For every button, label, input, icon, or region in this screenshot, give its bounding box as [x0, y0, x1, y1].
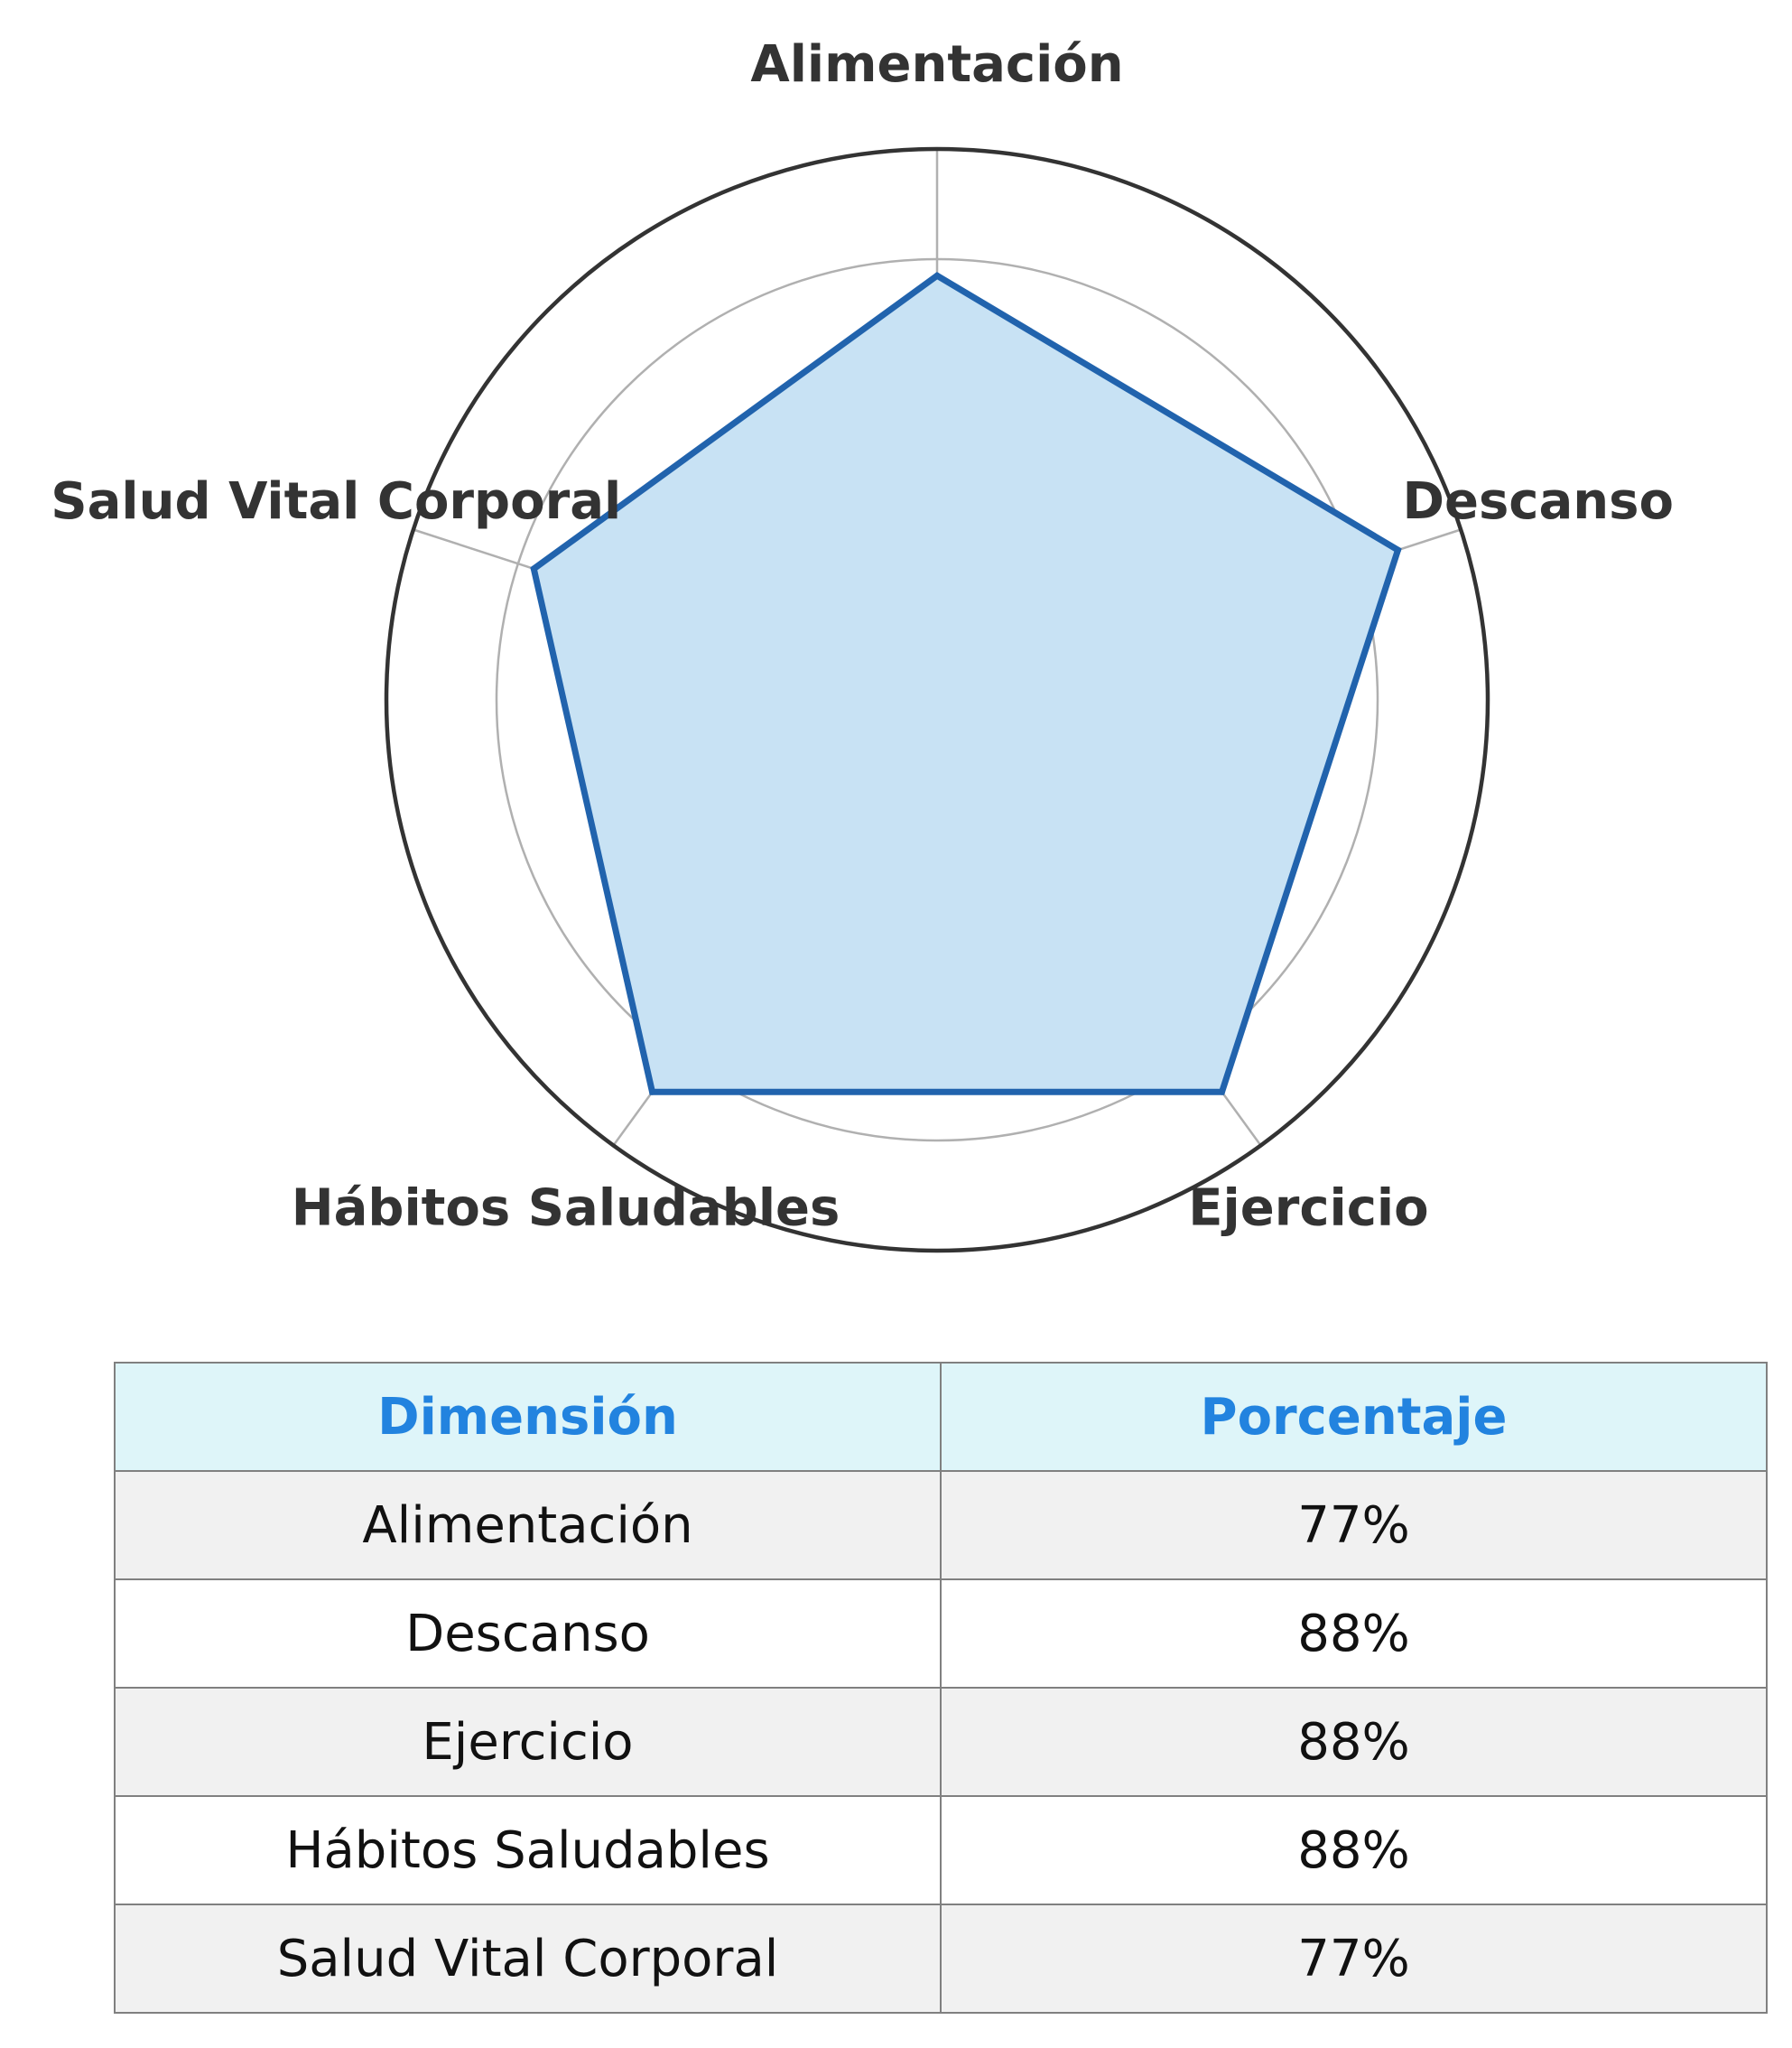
header-percentage: Porcentaje — [940, 1362, 1768, 1472]
axis-label: Salud Vital Corporal — [51, 472, 621, 531]
data-point — [1395, 546, 1402, 554]
cell-dimension: Salud Vital Corporal — [114, 1904, 942, 2014]
dimension-table: Dimensión Porcentaje Alimentación 77% De… — [114, 1362, 1768, 2014]
table-header-row: Dimensión Porcentaje — [114, 1362, 1768, 1472]
radar-chart: Alimentación Descanso Ejercicio Hábitos Sal… — [51, 35, 1674, 1253]
data-point — [1219, 1088, 1226, 1095]
data-point — [648, 1088, 655, 1095]
axis-label: Descanso — [1403, 472, 1674, 531]
cell-percentage: 88% — [940, 1578, 1768, 1689]
cell-percentage: 88% — [940, 1687, 1768, 1797]
table-row: Alimentación 77% — [114, 1470, 1768, 1580]
cell-percentage: 77% — [940, 1470, 1768, 1580]
table-row: Hábitos Saludables 88% — [114, 1795, 1768, 1905]
cell-dimension: Descanso — [114, 1578, 942, 1689]
cell-dimension: Hábitos Saludables — [114, 1795, 942, 1905]
data-point — [530, 565, 537, 573]
radar-axis-labels: Alimentación Descanso Ejercicio Hábitos Sal… — [51, 35, 1674, 1237]
cell-dimension: Alimentación — [114, 1470, 942, 1580]
table-row: Ejercicio 88% — [114, 1687, 1768, 1797]
data-point — [933, 272, 941, 279]
table-row: Descanso 88% — [114, 1578, 1768, 1689]
cell-percentage: 88% — [940, 1795, 1768, 1905]
series-line — [530, 272, 1402, 1095]
series-area — [534, 275, 1398, 1093]
radar-series — [530, 272, 1402, 1095]
axis-label: Ejercicio — [1188, 1178, 1428, 1237]
axis-label: Hábitos Saludables — [292, 1178, 840, 1237]
cell-dimension: Ejercicio — [114, 1687, 942, 1797]
axis-label: Alimentación — [750, 35, 1123, 94]
header-dimension: Dimensión — [114, 1362, 942, 1472]
table-row: Salud Vital Corporal 77% — [114, 1904, 1768, 2014]
outer-ring — [384, 146, 1490, 1253]
cell-percentage: 77% — [940, 1904, 1768, 2014]
